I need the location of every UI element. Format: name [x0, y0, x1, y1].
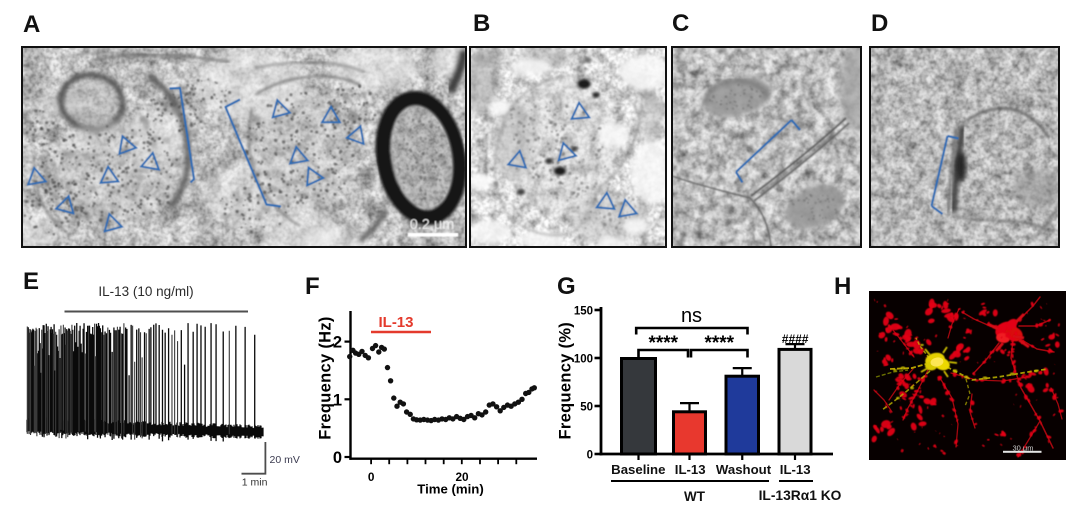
svg-text:2: 2 [333, 334, 342, 352]
svg-text:****: **** [648, 333, 678, 354]
svg-text:20: 20 [455, 470, 469, 484]
svg-text:Baseline: Baseline [611, 462, 665, 477]
svg-text:20 mV: 20 mV [270, 454, 300, 466]
svg-text:IL-13Rα1 KO: IL-13Rα1 KO [759, 488, 842, 503]
svg-text:0: 0 [333, 449, 342, 467]
svg-text:50: 50 [580, 401, 593, 413]
svg-text:IL-13: IL-13 [675, 462, 706, 477]
svg-text:150: 150 [574, 305, 593, 317]
svg-text:####: #### [782, 332, 809, 346]
svg-text:WT: WT [684, 489, 706, 504]
svg-text:100: 100 [574, 353, 593, 365]
svg-text:0.2 μm: 0.2 μm [410, 217, 455, 233]
svg-text:0: 0 [587, 449, 593, 461]
svg-text:Washout: Washout [716, 462, 772, 477]
svg-text:0: 0 [368, 470, 375, 484]
svg-text:IL-13: IL-13 [780, 462, 811, 477]
svg-text:ns: ns [681, 305, 702, 327]
svg-text:Frequency (%): Frequency (%) [557, 322, 575, 440]
svg-text:IL-13: IL-13 [378, 314, 413, 331]
svg-text:30 μm: 30 μm [1013, 444, 1034, 453]
svg-text:****: **** [704, 333, 734, 354]
svg-text:1 min: 1 min [242, 477, 268, 489]
svg-text:1: 1 [333, 391, 342, 409]
svg-text:Time (min): Time (min) [417, 482, 483, 497]
svg-text:Frequency (Hz): Frequency (Hz) [317, 316, 335, 439]
